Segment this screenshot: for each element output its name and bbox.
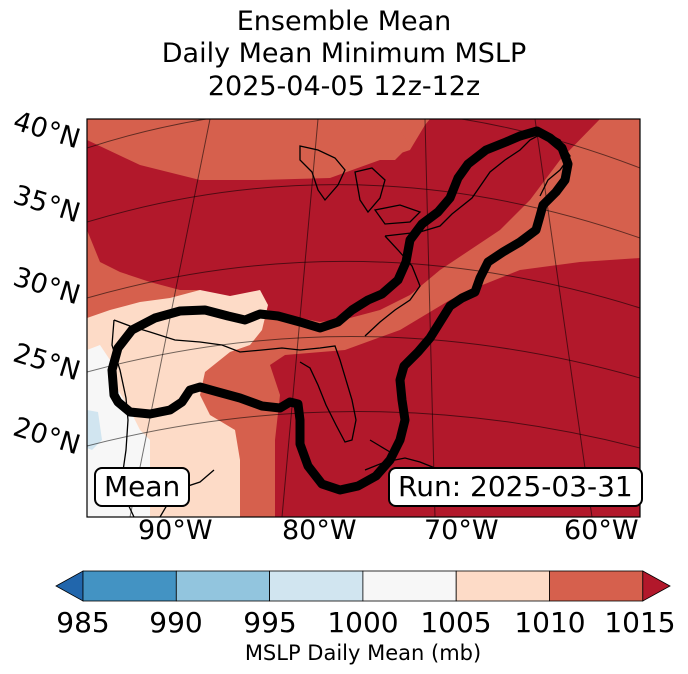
colorbar-extend-low	[55, 570, 84, 602]
colorbar-segment-1010-1015	[549, 570, 644, 602]
lon-label-90w: 90°W	[138, 515, 213, 546]
colorbar-tick: 995	[243, 606, 297, 639]
mean-badge: Mean	[94, 467, 191, 507]
graticule-lat-line	[87, 184, 640, 239]
pressure-band-1010-1015	[300, 125, 410, 160]
colorbar-tick: 1005	[420, 606, 492, 639]
coastline	[369, 439, 391, 453]
colorbar-segment-1000-1005	[362, 570, 457, 602]
graticule-lon-line	[424, 119, 436, 517]
colorbar-segment-995-1000	[269, 570, 364, 602]
coastline	[299, 145, 346, 202]
colorbar-tick: 1015	[604, 606, 676, 639]
run-date-badge: Run: 2025-03-31	[388, 467, 643, 507]
title-line-1: Ensemble Mean	[236, 6, 452, 37]
colorbar-tick: 1010	[514, 606, 586, 639]
graticule-lat-line	[87, 260, 640, 309]
colorbar-tick: 985	[56, 606, 110, 639]
title-line-3: 2025-04-05 12z-12z	[207, 71, 481, 102]
pressure-band-1010-1015	[87, 119, 640, 517]
colorbar-segment-990-995	[175, 570, 271, 602]
lon-label-80w: 80°W	[282, 515, 357, 546]
colorbar-tick: 1000	[327, 606, 399, 639]
title-line-2: Daily Mean Minimum MSLP	[161, 38, 527, 69]
coastline	[373, 204, 422, 225]
colorbar-tick: 990	[149, 606, 203, 639]
colorbar-segment-985-990	[82, 570, 177, 602]
coastline	[113, 319, 357, 443]
graticule-lat-line	[87, 119, 640, 169]
mslp-contour	[107, 126, 573, 495]
coastline	[354, 167, 386, 214]
colorbar-label: MSLP Daily Mean (mb)	[244, 641, 482, 665]
pressure-band-995-1000	[87, 410, 102, 450]
colorbar-extend-high	[642, 570, 671, 602]
graticule-lat-line	[87, 411, 640, 449]
lon-label-70w: 70°W	[424, 515, 499, 546]
coastline	[364, 235, 421, 337]
colorbar-segment-1005-1010	[455, 570, 550, 602]
graticule-lon-line	[534, 119, 593, 517]
lon-label-60w: 60°W	[564, 515, 639, 546]
colorbar	[55, 570, 671, 602]
map-frame	[86, 118, 641, 518]
